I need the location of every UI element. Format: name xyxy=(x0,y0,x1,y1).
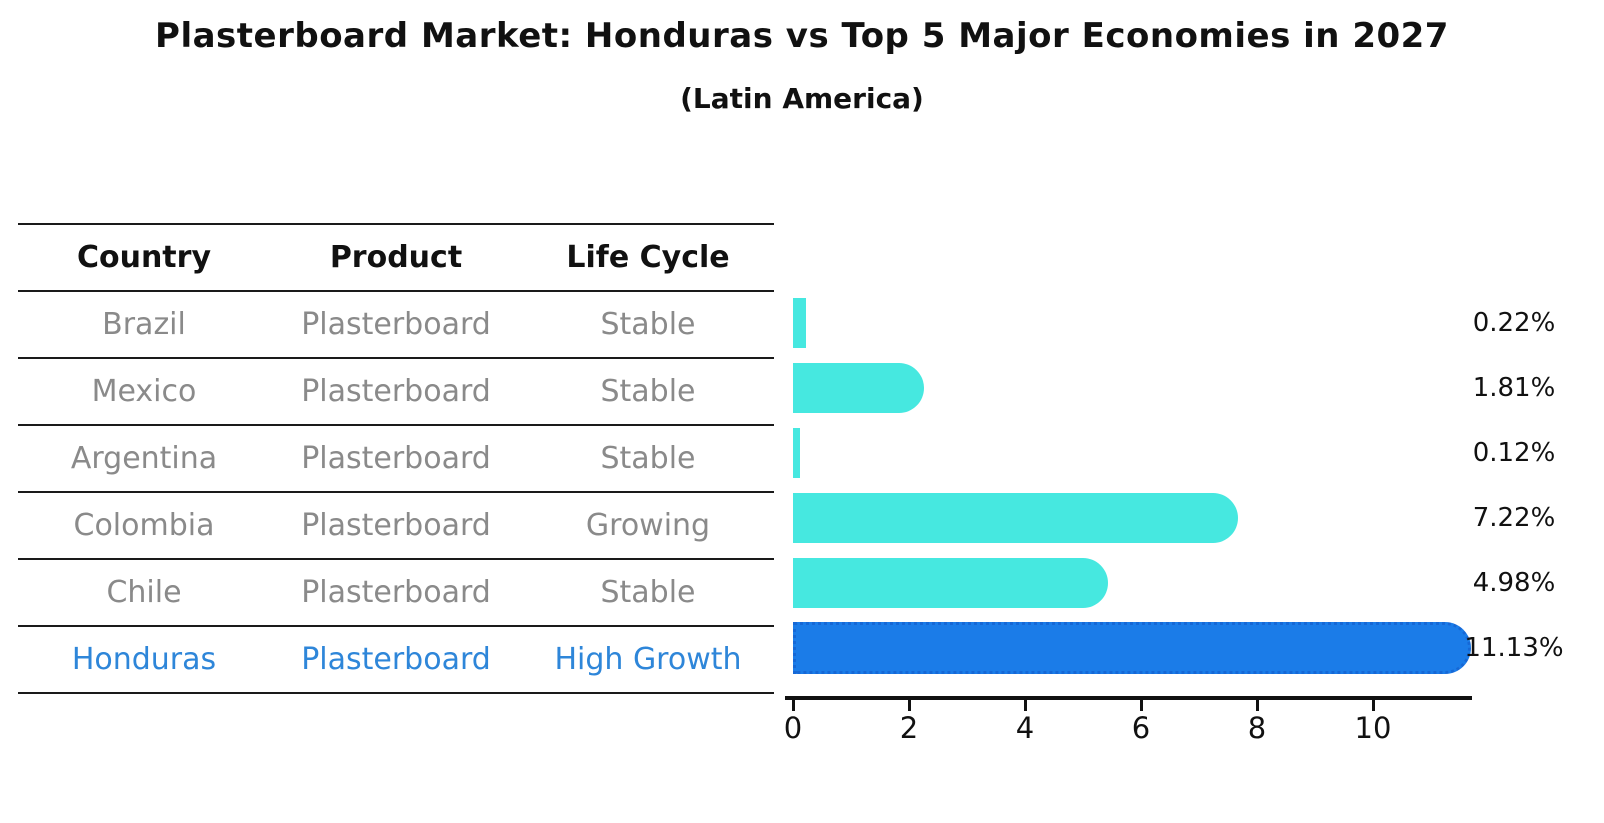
bar-honduras xyxy=(793,622,1471,674)
bar-colombia xyxy=(793,493,1238,543)
x-tick-label: 2 xyxy=(899,711,919,745)
table-row: Colombia Plasterboard Growing xyxy=(18,493,774,560)
cell-country: Mexico xyxy=(91,374,197,409)
cell-life-cycle: Growing xyxy=(585,508,711,543)
cell-product: Plasterboard xyxy=(301,575,491,610)
chart-subtitle: (Latin America) xyxy=(680,82,924,115)
x-tick-mark xyxy=(1024,700,1027,711)
table-row: Argentina Plasterboard Stable xyxy=(18,426,774,493)
cell-product: Plasterboard xyxy=(301,374,491,409)
bar-brazil xyxy=(793,298,806,348)
table-row: Brazil Plasterboard Stable xyxy=(18,292,774,359)
x-tick-mark xyxy=(1372,700,1375,711)
x-tick-mark xyxy=(908,700,911,711)
cell-country: Brazil xyxy=(102,307,186,342)
column-header-life-cycle: Life Cycle xyxy=(566,240,730,275)
cell-life-cycle: Stable xyxy=(600,441,696,476)
bar-chile xyxy=(793,558,1108,608)
country-table: Country Product Life Cycle Brazil Plaste… xyxy=(18,223,774,694)
value-label-honduras: 11.13% xyxy=(1464,633,1564,663)
x-tick-label: 10 xyxy=(1354,711,1392,745)
table-row: Chile Plasterboard Stable xyxy=(18,560,774,627)
cell-country: Honduras xyxy=(71,642,217,677)
x-tick-label: 0 xyxy=(783,711,803,745)
column-header-product: Product xyxy=(329,240,463,275)
value-label-brazil: 0.22% xyxy=(1472,308,1556,338)
cell-country: Colombia xyxy=(73,508,215,543)
cell-country: Chile xyxy=(106,575,182,610)
x-tick-mark xyxy=(1256,700,1259,711)
value-label-mexico: 1.81% xyxy=(1472,373,1556,403)
value-label-chile: 4.98% xyxy=(1472,568,1556,598)
bar-mexico xyxy=(793,363,924,413)
chart-title: Plasterboard Market: Honduras vs Top 5 M… xyxy=(155,16,1449,56)
value-label-colombia: 7.22% xyxy=(1472,503,1556,533)
cell-life-cycle: High Growth xyxy=(554,642,742,677)
cell-country: Argentina xyxy=(70,441,218,476)
table-header-row: Country Product Life Cycle xyxy=(18,225,774,292)
cell-life-cycle: Stable xyxy=(600,374,696,409)
cell-product: Plasterboard xyxy=(301,508,491,543)
x-tick-label: 8 xyxy=(1247,711,1267,745)
x-tick-mark xyxy=(792,700,795,711)
x-tick-label: 4 xyxy=(1015,711,1035,745)
x-axis-line xyxy=(785,696,1472,700)
x-tick-mark xyxy=(1140,700,1143,711)
table-row-highlighted: Honduras Plasterboard High Growth xyxy=(18,627,774,694)
x-tick-label: 6 xyxy=(1131,711,1151,745)
cell-product: Plasterboard xyxy=(301,642,491,677)
cell-product: Plasterboard xyxy=(301,307,491,342)
cell-product: Plasterboard xyxy=(301,441,491,476)
bar-argentina xyxy=(793,428,800,478)
table-row: Mexico Plasterboard Stable xyxy=(18,359,774,426)
column-header-country: Country xyxy=(76,240,212,275)
cell-life-cycle: Stable xyxy=(600,307,696,342)
value-label-argentina: 0.12% xyxy=(1472,438,1556,468)
cell-life-cycle: Stable xyxy=(600,575,696,610)
